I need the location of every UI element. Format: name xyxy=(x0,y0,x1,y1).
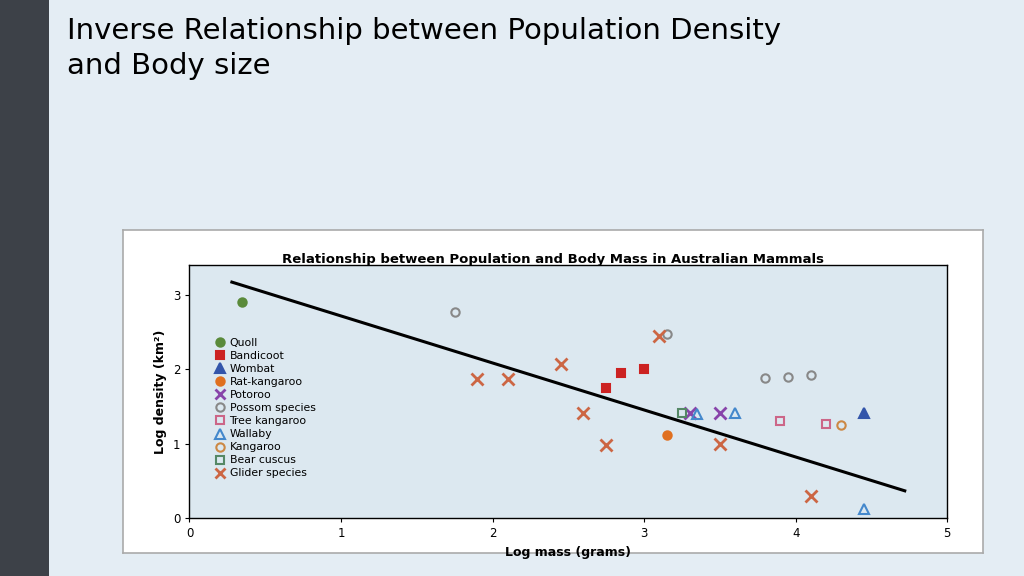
Text: Inverse Relationship between Population Density
and Body size: Inverse Relationship between Population … xyxy=(67,17,780,80)
Legend: Quoll, Bandicoot, Wombat, Rat-kangaroo, Potoroo, Possom species, Tree kangaroo, : Quoll, Bandicoot, Wombat, Rat-kangaroo, … xyxy=(210,334,319,483)
Y-axis label: Log density (km²): Log density (km²) xyxy=(155,329,167,454)
Text: Relationship between Population and Body Mass in Australian Mammals: Relationship between Population and Body… xyxy=(282,253,824,266)
X-axis label: Log mass (grams): Log mass (grams) xyxy=(505,546,632,559)
